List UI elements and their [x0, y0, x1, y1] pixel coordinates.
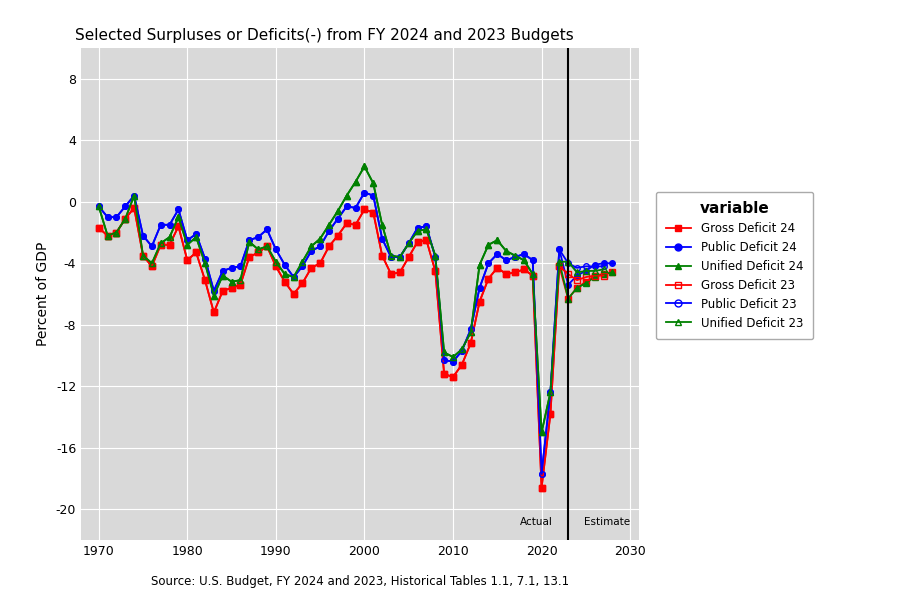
- Legend: Gross Deficit 24, Public Deficit 24, Unified Deficit 24, Gross Deficit 23, Publi: Gross Deficit 24, Public Deficit 24, Uni…: [656, 191, 813, 339]
- Text: Source: U.S. Budget, FY 2024 and 2023, Historical Tables 1.1, 7.1, 13.1: Source: U.S. Budget, FY 2024 and 2023, H…: [151, 575, 569, 588]
- Text: Estimate: Estimate: [584, 517, 630, 527]
- Text: Actual: Actual: [520, 517, 554, 527]
- Y-axis label: Percent of GDP: Percent of GDP: [36, 242, 50, 346]
- Text: Selected Surpluses or Deficits(-) from FY 2024 and 2023 Budgets: Selected Surpluses or Deficits(-) from F…: [76, 28, 574, 43]
